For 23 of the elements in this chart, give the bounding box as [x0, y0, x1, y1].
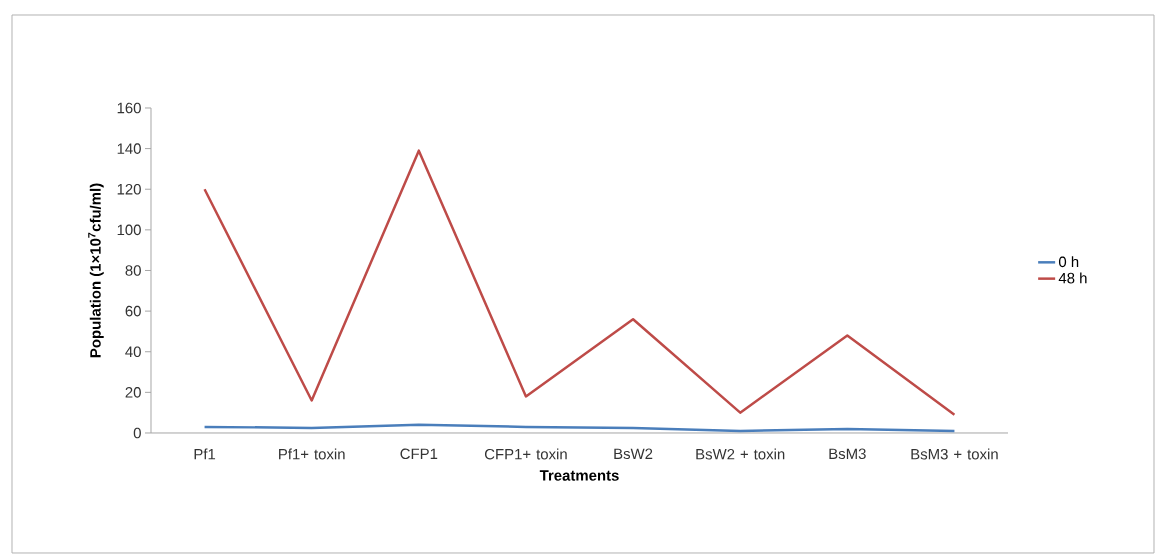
- y-tick-label: 160: [117, 102, 141, 114]
- y-tick-label: 140: [117, 143, 141, 154]
- x-tick-label: Pf1: [194, 448, 216, 460]
- x-tick-label: BsW2 + toxin: [696, 448, 785, 460]
- legend-label: 48 h: [1058, 272, 1087, 284]
- x-tick-label: BsM3: [829, 448, 866, 460]
- y-tick-label: 120: [117, 183, 141, 195]
- line-series: [203, 149, 956, 416]
- x-axis-title: Treatments: [539, 470, 619, 481]
- x-tick-label: CFP1: [400, 448, 438, 460]
- y-tick-label: 80: [125, 265, 141, 276]
- x-tick-label: BsW2: [614, 448, 653, 460]
- y-tick-label: 0: [133, 427, 141, 439]
- x-tick-label: Pf1+ toxin: [279, 448, 345, 460]
- y-tick-label: 60: [125, 305, 141, 317]
- x-tick-label: BsM3 + toxin: [911, 448, 998, 460]
- legend-label: 0 h: [1058, 256, 1079, 268]
- y-tick-label: 20: [125, 387, 141, 398]
- y-tick-label: 100: [117, 224, 141, 236]
- x-tick-label: CFP1+ toxin: [484, 448, 567, 460]
- y-tick-label: 40: [125, 346, 141, 358]
- y-axis-title: Population (1×10$^{7}$cfu/ml): [88, 183, 104, 358]
- line-series: [203, 423, 956, 433]
